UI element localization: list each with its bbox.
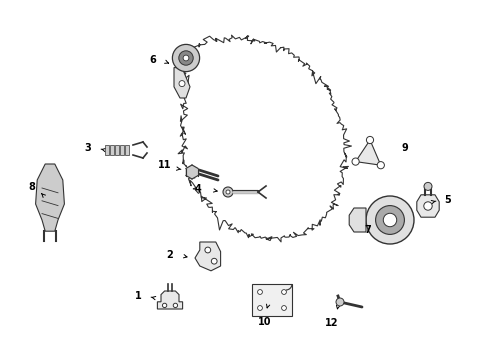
Circle shape [335,298,343,306]
Polygon shape [355,140,380,165]
Bar [125,145,129,155]
Circle shape [211,258,217,264]
Text: 7: 7 [364,225,370,235]
Circle shape [172,44,199,72]
Polygon shape [416,195,438,217]
Bar [110,145,114,155]
Polygon shape [195,242,220,271]
Circle shape [179,81,184,87]
Bar [251,284,291,316]
Text: 6: 6 [149,55,156,65]
Text: 12: 12 [325,318,338,328]
Bar [120,145,124,155]
Text: 4: 4 [194,184,201,194]
Circle shape [257,289,262,294]
Circle shape [366,136,373,144]
Text: 10: 10 [258,317,271,327]
Polygon shape [348,208,365,232]
Text: 5: 5 [444,195,450,205]
Circle shape [423,202,431,210]
Circle shape [183,55,188,61]
Circle shape [281,289,286,294]
Circle shape [225,190,229,194]
Polygon shape [185,165,198,179]
Polygon shape [157,291,182,309]
Text: 1: 1 [134,291,141,301]
Polygon shape [36,164,64,231]
Circle shape [257,306,262,310]
Circle shape [376,162,384,169]
Circle shape [223,187,232,197]
Circle shape [162,303,166,307]
Bar [115,145,119,155]
Text: 11: 11 [158,160,171,170]
Circle shape [365,196,413,244]
Circle shape [281,306,286,310]
Circle shape [173,303,177,307]
Text: 9: 9 [401,143,407,153]
Circle shape [179,51,193,65]
Text: 3: 3 [84,143,91,153]
Text: 8: 8 [28,182,35,192]
Circle shape [351,158,359,165]
Bar [105,145,109,155]
Circle shape [375,206,404,234]
Circle shape [423,183,431,190]
Polygon shape [174,68,190,98]
Circle shape [383,213,396,227]
Circle shape [204,247,210,253]
Text: 2: 2 [166,250,173,260]
